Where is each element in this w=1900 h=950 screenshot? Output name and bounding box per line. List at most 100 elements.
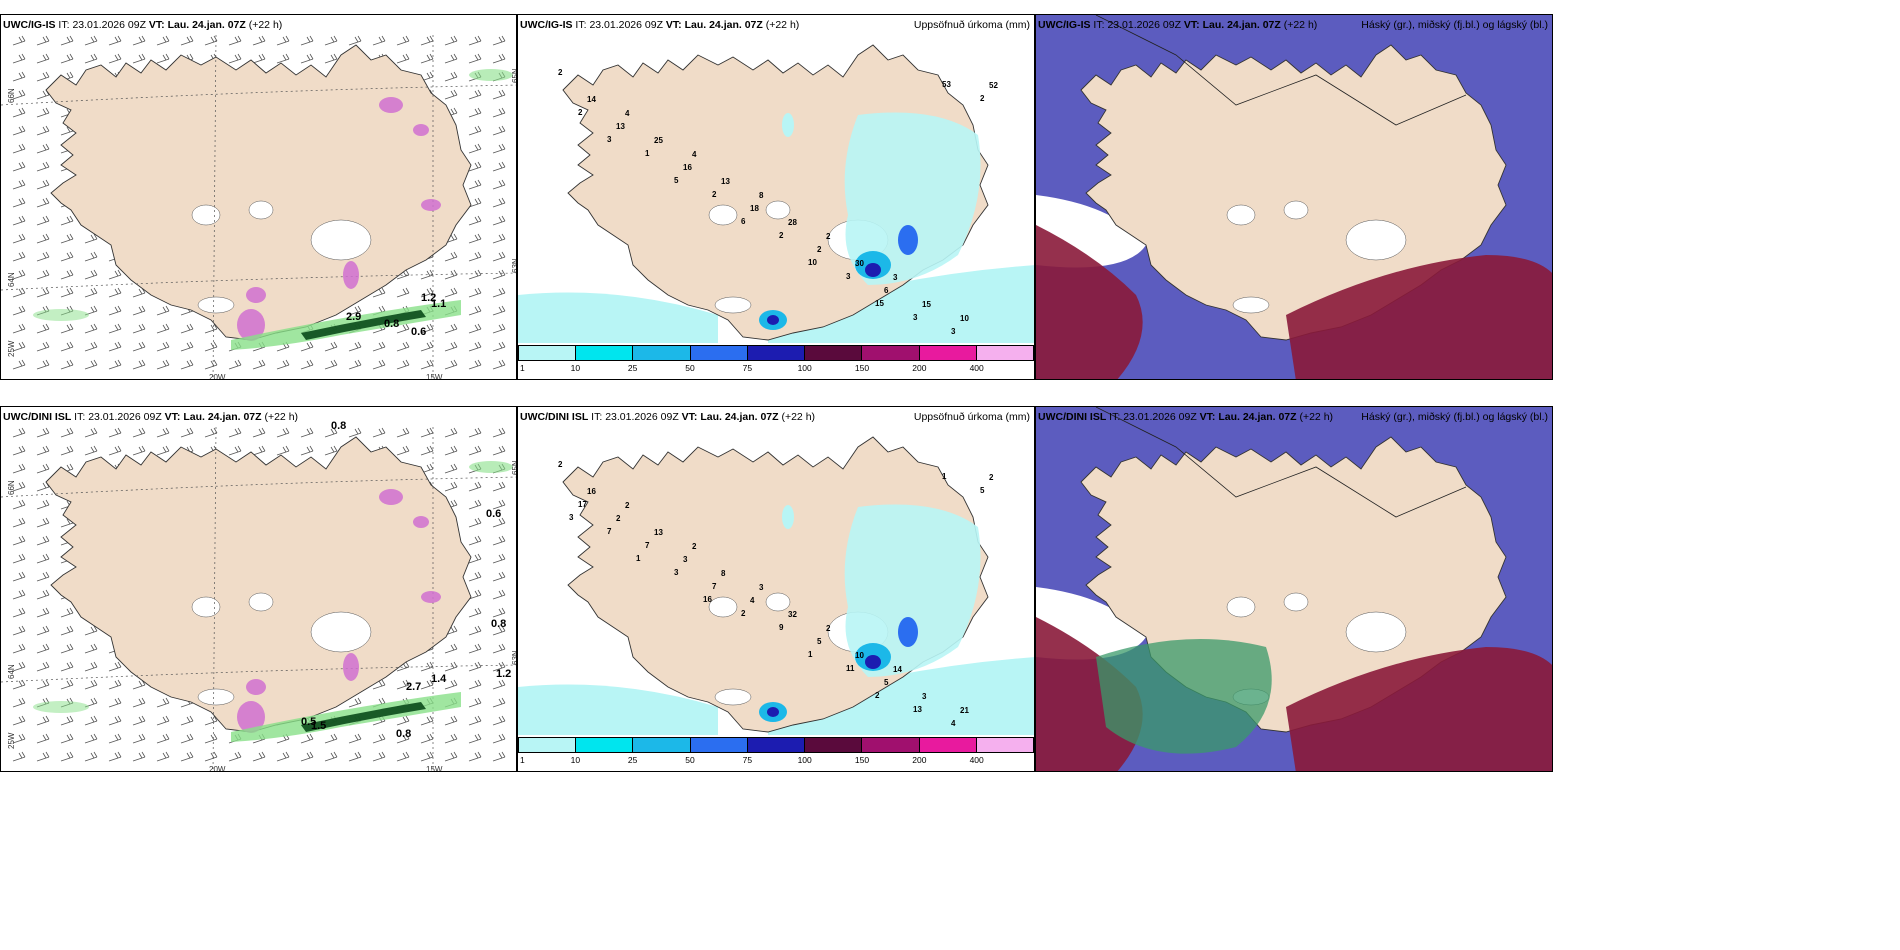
map-canvas: 2.9 0.8 0.6 1.21.1	[1, 34, 516, 379]
precip-value-label: 2	[616, 514, 621, 523]
lat-lon-grid	[1, 34, 516, 379]
precip-value-label: 16	[587, 487, 596, 496]
precip-value-label: 3	[607, 135, 612, 144]
panel-variable: Háský (gr.), miðský (fj.bl.) og lágský (…	[1361, 411, 1548, 423]
wind-value-label: 2.9	[346, 311, 361, 323]
sea-precipitation	[518, 657, 1034, 747]
colorbar-cell	[690, 346, 748, 360]
panel-precip-dini: 2 2 2 3 2 14 21 16 13 8 32 10 3 2 2 3 4 5 5 4 17 7 7 9 11 13 5 7 3 2 1…	[517, 406, 1035, 772]
precip-value-label: 21	[960, 706, 969, 715]
precip-value-label: 17	[578, 500, 587, 509]
wind-value-label: 1.5	[311, 720, 326, 732]
precip-value-label: 2	[741, 609, 746, 618]
colorbar-tick: 1	[520, 755, 525, 765]
precip-value-label: 3	[674, 568, 679, 577]
wind-value-label: 1.2	[421, 292, 436, 304]
colorbar-cell	[919, 738, 977, 752]
colorbar-tick: 10	[570, 363, 581, 373]
colorbar-tick: 200	[912, 755, 927, 765]
low-cloud-areas	[1036, 617, 1552, 771]
map-canvas	[1036, 407, 1552, 771]
precip-value-label: 14	[893, 665, 902, 674]
precip-value-label: 28	[788, 218, 797, 227]
colorbar-tick: 200	[912, 363, 927, 373]
colorbar-cell	[690, 738, 748, 752]
colorbar-cell	[576, 738, 634, 752]
precip-value-label: 32	[788, 610, 797, 619]
precip-value-label: 3	[922, 692, 927, 701]
precip-value-label: 6	[884, 286, 889, 295]
panel-variable: Uppsöfnuð úrkoma (mm)	[913, 19, 1030, 31]
wind-value-label: 0.8	[491, 618, 506, 630]
low-cloud-areas	[1036, 225, 1552, 379]
precip-value-label: 4	[951, 719, 956, 728]
colorbar-cell	[633, 738, 691, 752]
precip-value-label: 13	[721, 177, 730, 186]
colorbar-tick: 150	[854, 363, 870, 373]
lat-label: 66N	[7, 480, 16, 495]
precip-value-label: 1	[636, 554, 641, 563]
lon-label: 15W	[426, 765, 443, 772]
colorbar-tick: 50	[685, 363, 695, 373]
precip-value-label: 2	[578, 108, 583, 117]
precip-value-label: 52	[989, 81, 998, 90]
map-canvas: 2448231014251328301552131618263212233235…	[518, 44, 1034, 355]
precip-value-label: 5	[674, 176, 679, 185]
colorbar-cell	[805, 738, 863, 752]
iceland-landmass	[45, 436, 472, 733]
colorbar-tick: 400	[969, 755, 984, 765]
colorbar-tick: 1	[520, 363, 525, 373]
precip-value-label: 3	[683, 555, 688, 564]
panel-title: UWC/IG-IS IT: 23.01.2026 09Z VT: Lau. 24…	[1038, 19, 1318, 31]
precip-value-label: 3	[846, 272, 851, 281]
wind-value-label: 0.8	[384, 318, 399, 330]
precip-value-label: 8	[759, 191, 764, 200]
colorbar-cell	[519, 738, 577, 752]
panel-wind-igis: 2.9 0.8 0.6 1.2 1.1 UWC/IG-IS IT: 23.01.2026…	[0, 14, 517, 380]
lat-label: 25W	[7, 340, 16, 357]
precip-value-label: 11	[846, 664, 855, 673]
colorbar-cell	[976, 346, 1033, 360]
colorbar-cell	[919, 346, 977, 360]
precip-value-label: 18	[750, 204, 759, 213]
precip-value-label: 4	[750, 596, 755, 605]
precip-value-label: 3	[759, 583, 764, 592]
precip-value-label: 2	[558, 68, 563, 77]
colorbar-cell	[805, 346, 863, 360]
precip-value-label: 2	[980, 94, 985, 103]
precip-value-label: 53	[942, 80, 951, 89]
precip-value-label: 2	[989, 473, 994, 482]
land-precipitation	[759, 504, 981, 722]
precip-value-label: 7	[712, 582, 717, 591]
precip-value-label: 5	[817, 637, 822, 646]
precip-value-label: 1	[808, 650, 813, 659]
wind-value-label: 0.6	[486, 508, 501, 520]
colorbar-tick: 400	[969, 363, 984, 373]
wind-value-label: 0.6	[411, 326, 426, 338]
land-precipitation	[759, 112, 981, 330]
panel-cloud-dini: UWC/DINI ISL IT: 23.01.2026 09Z VT: Lau.…	[1035, 406, 1553, 772]
colorbar-tick: 100	[797, 363, 812, 373]
panel-title: UWC/DINI ISL IT: 23.01.2026 09Z VT: Lau.…	[3, 411, 299, 423]
precip-value-label: 6	[741, 217, 746, 226]
precip-value-label: 13	[654, 528, 663, 537]
colorbar-cell	[747, 738, 806, 752]
precip-value-label: 1	[942, 472, 947, 481]
precip-patches	[237, 97, 441, 341]
sea-precipitation	[518, 265, 1034, 355]
panel-cloud-igis: UWC/IG-IS IT: 23.01.2026 09Z VT: Lau. 24…	[1035, 14, 1553, 380]
colorbar-cell	[633, 346, 691, 360]
panel-title: UWC/DINI ISL IT: 23.01.2026 09Z VT: Lau.…	[1038, 411, 1334, 423]
precip-value-label: 10	[808, 258, 817, 267]
precip-value-label: 3	[913, 313, 918, 322]
precip-value-label: 2	[817, 245, 822, 254]
lat-label: 25W	[7, 732, 16, 749]
precip-value-label: 2	[712, 190, 717, 199]
precip-value-label: 13	[913, 705, 922, 714]
precip-value-label: 1	[645, 149, 650, 158]
map-canvas	[1036, 15, 1552, 379]
lon-label: 20W	[209, 765, 226, 772]
precip-value-label: 2	[875, 691, 880, 700]
precip-patches	[237, 489, 441, 733]
precip-value-label: 2	[558, 460, 563, 469]
